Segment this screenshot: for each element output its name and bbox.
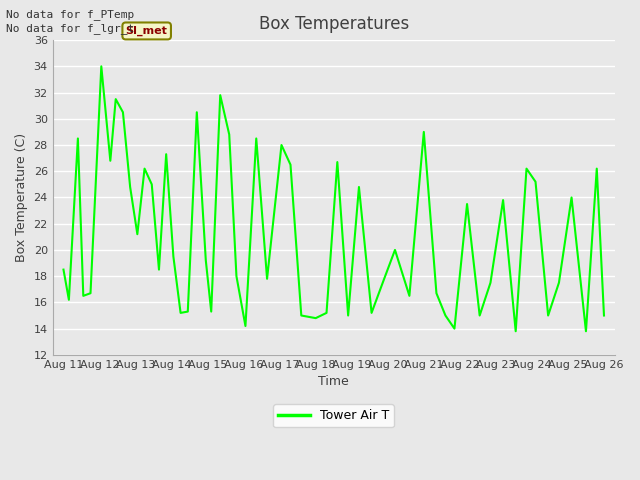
Text: SI_met: SI_met: [125, 26, 168, 36]
X-axis label: Time: Time: [318, 375, 349, 388]
Text: No data for f_lgr_t: No data for f_lgr_t: [6, 23, 134, 34]
Y-axis label: Box Temperature (C): Box Temperature (C): [15, 133, 28, 262]
Title: Box Temperatures: Box Temperatures: [259, 15, 409, 33]
Text: No data for f_PTemp: No data for f_PTemp: [6, 9, 134, 20]
Legend: Tower Air T: Tower Air T: [273, 404, 394, 427]
